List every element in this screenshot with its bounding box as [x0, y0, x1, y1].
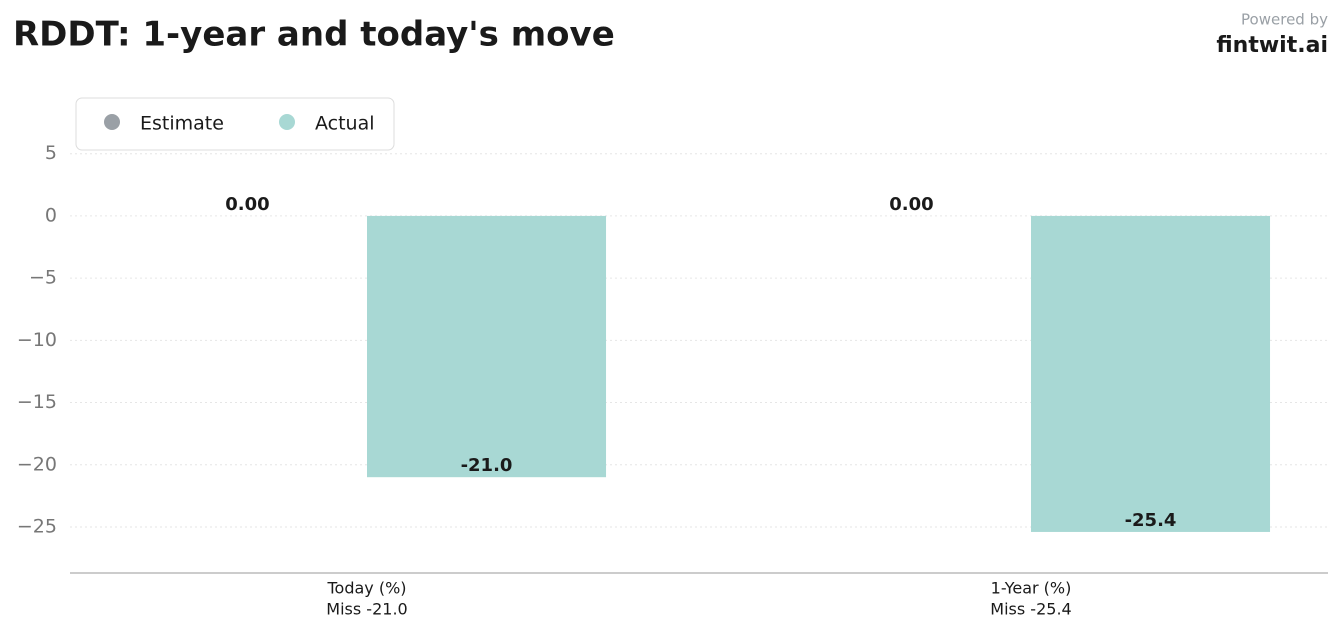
- value-label: -25.4: [1125, 510, 1177, 531]
- value-label: 0.00: [225, 194, 269, 215]
- bar: [367, 215, 607, 478]
- legend-label: Estimate: [140, 113, 224, 135]
- x-tick-note: Miss -21.0: [326, 600, 407, 619]
- x-tick-label: Today (%): [326, 579, 406, 598]
- y-tick-label: −20: [17, 453, 57, 475]
- brand: fintwit.ai: [1216, 33, 1328, 58]
- legend-label: Actual: [315, 113, 375, 135]
- value-label: 0.00: [889, 194, 933, 215]
- x-tick-note: Miss -25.4: [990, 600, 1071, 619]
- x-tick-label: 1-Year (%): [991, 579, 1072, 598]
- y-tick-label: 0: [45, 204, 57, 226]
- legend-marker: [104, 114, 120, 130]
- legend-marker: [279, 114, 295, 130]
- y-tick-label: −5: [29, 267, 57, 289]
- powered-by: Powered by: [1241, 11, 1328, 29]
- y-tick-label: −25: [17, 515, 57, 537]
- y-tick-label: −10: [17, 329, 57, 351]
- bar: [1031, 215, 1271, 532]
- y-tick-label: 5: [45, 142, 57, 164]
- legend-box: [75, 97, 395, 151]
- value-label: -21.0: [461, 455, 513, 476]
- y-tick-label: −15: [17, 391, 57, 413]
- chart-title: RDDT: 1-year and today's move: [13, 15, 615, 55]
